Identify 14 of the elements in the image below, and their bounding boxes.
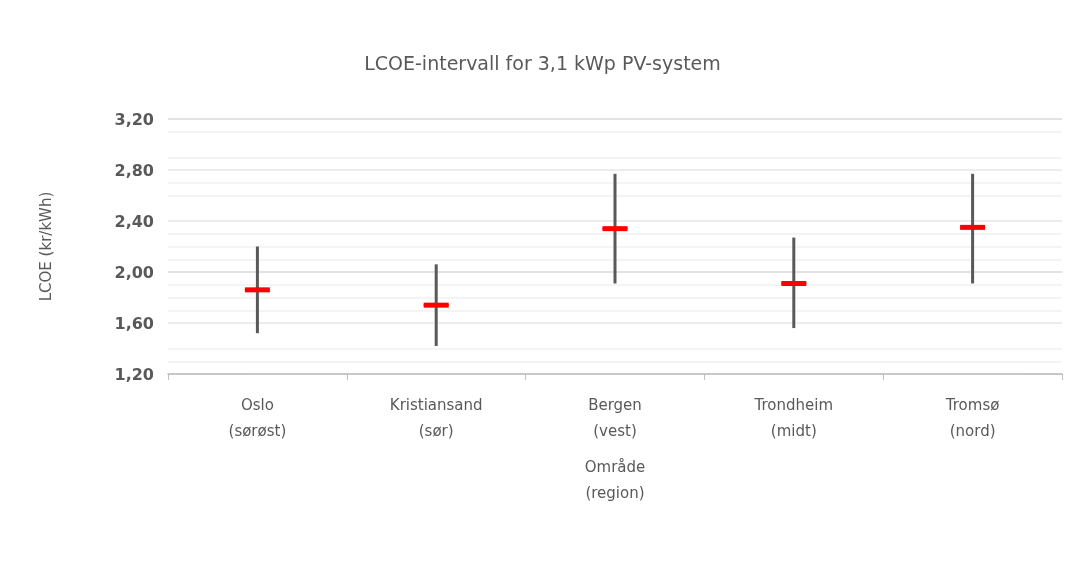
y-tick-label: 2,80 [114,160,154,180]
y-tick-label: 3,20 [114,109,154,129]
y-tick-label: 2,40 [114,211,154,231]
x-tick-label: Tromsø (nord) [944,396,1000,440]
y-tick-label: 1,60 [114,313,154,333]
x-tick-label: Oslo (sørøst) [228,396,287,440]
y-tick-label: 2,00 [114,262,154,282]
x-tick-label: Trondheim (midt) [753,396,834,440]
chart-title: LCOE-intervall for 3,1 kWp PV-system [364,51,721,74]
x-tick-label: Kristiansand (sør) [389,396,483,440]
x-axis-title: Område (region) [584,458,646,502]
y-tick-label: 1,20 [114,364,154,384]
y-axis-title: LCOE (kr/kWh) [36,191,55,302]
x-tick-label: Bergen (vest) [588,396,642,440]
